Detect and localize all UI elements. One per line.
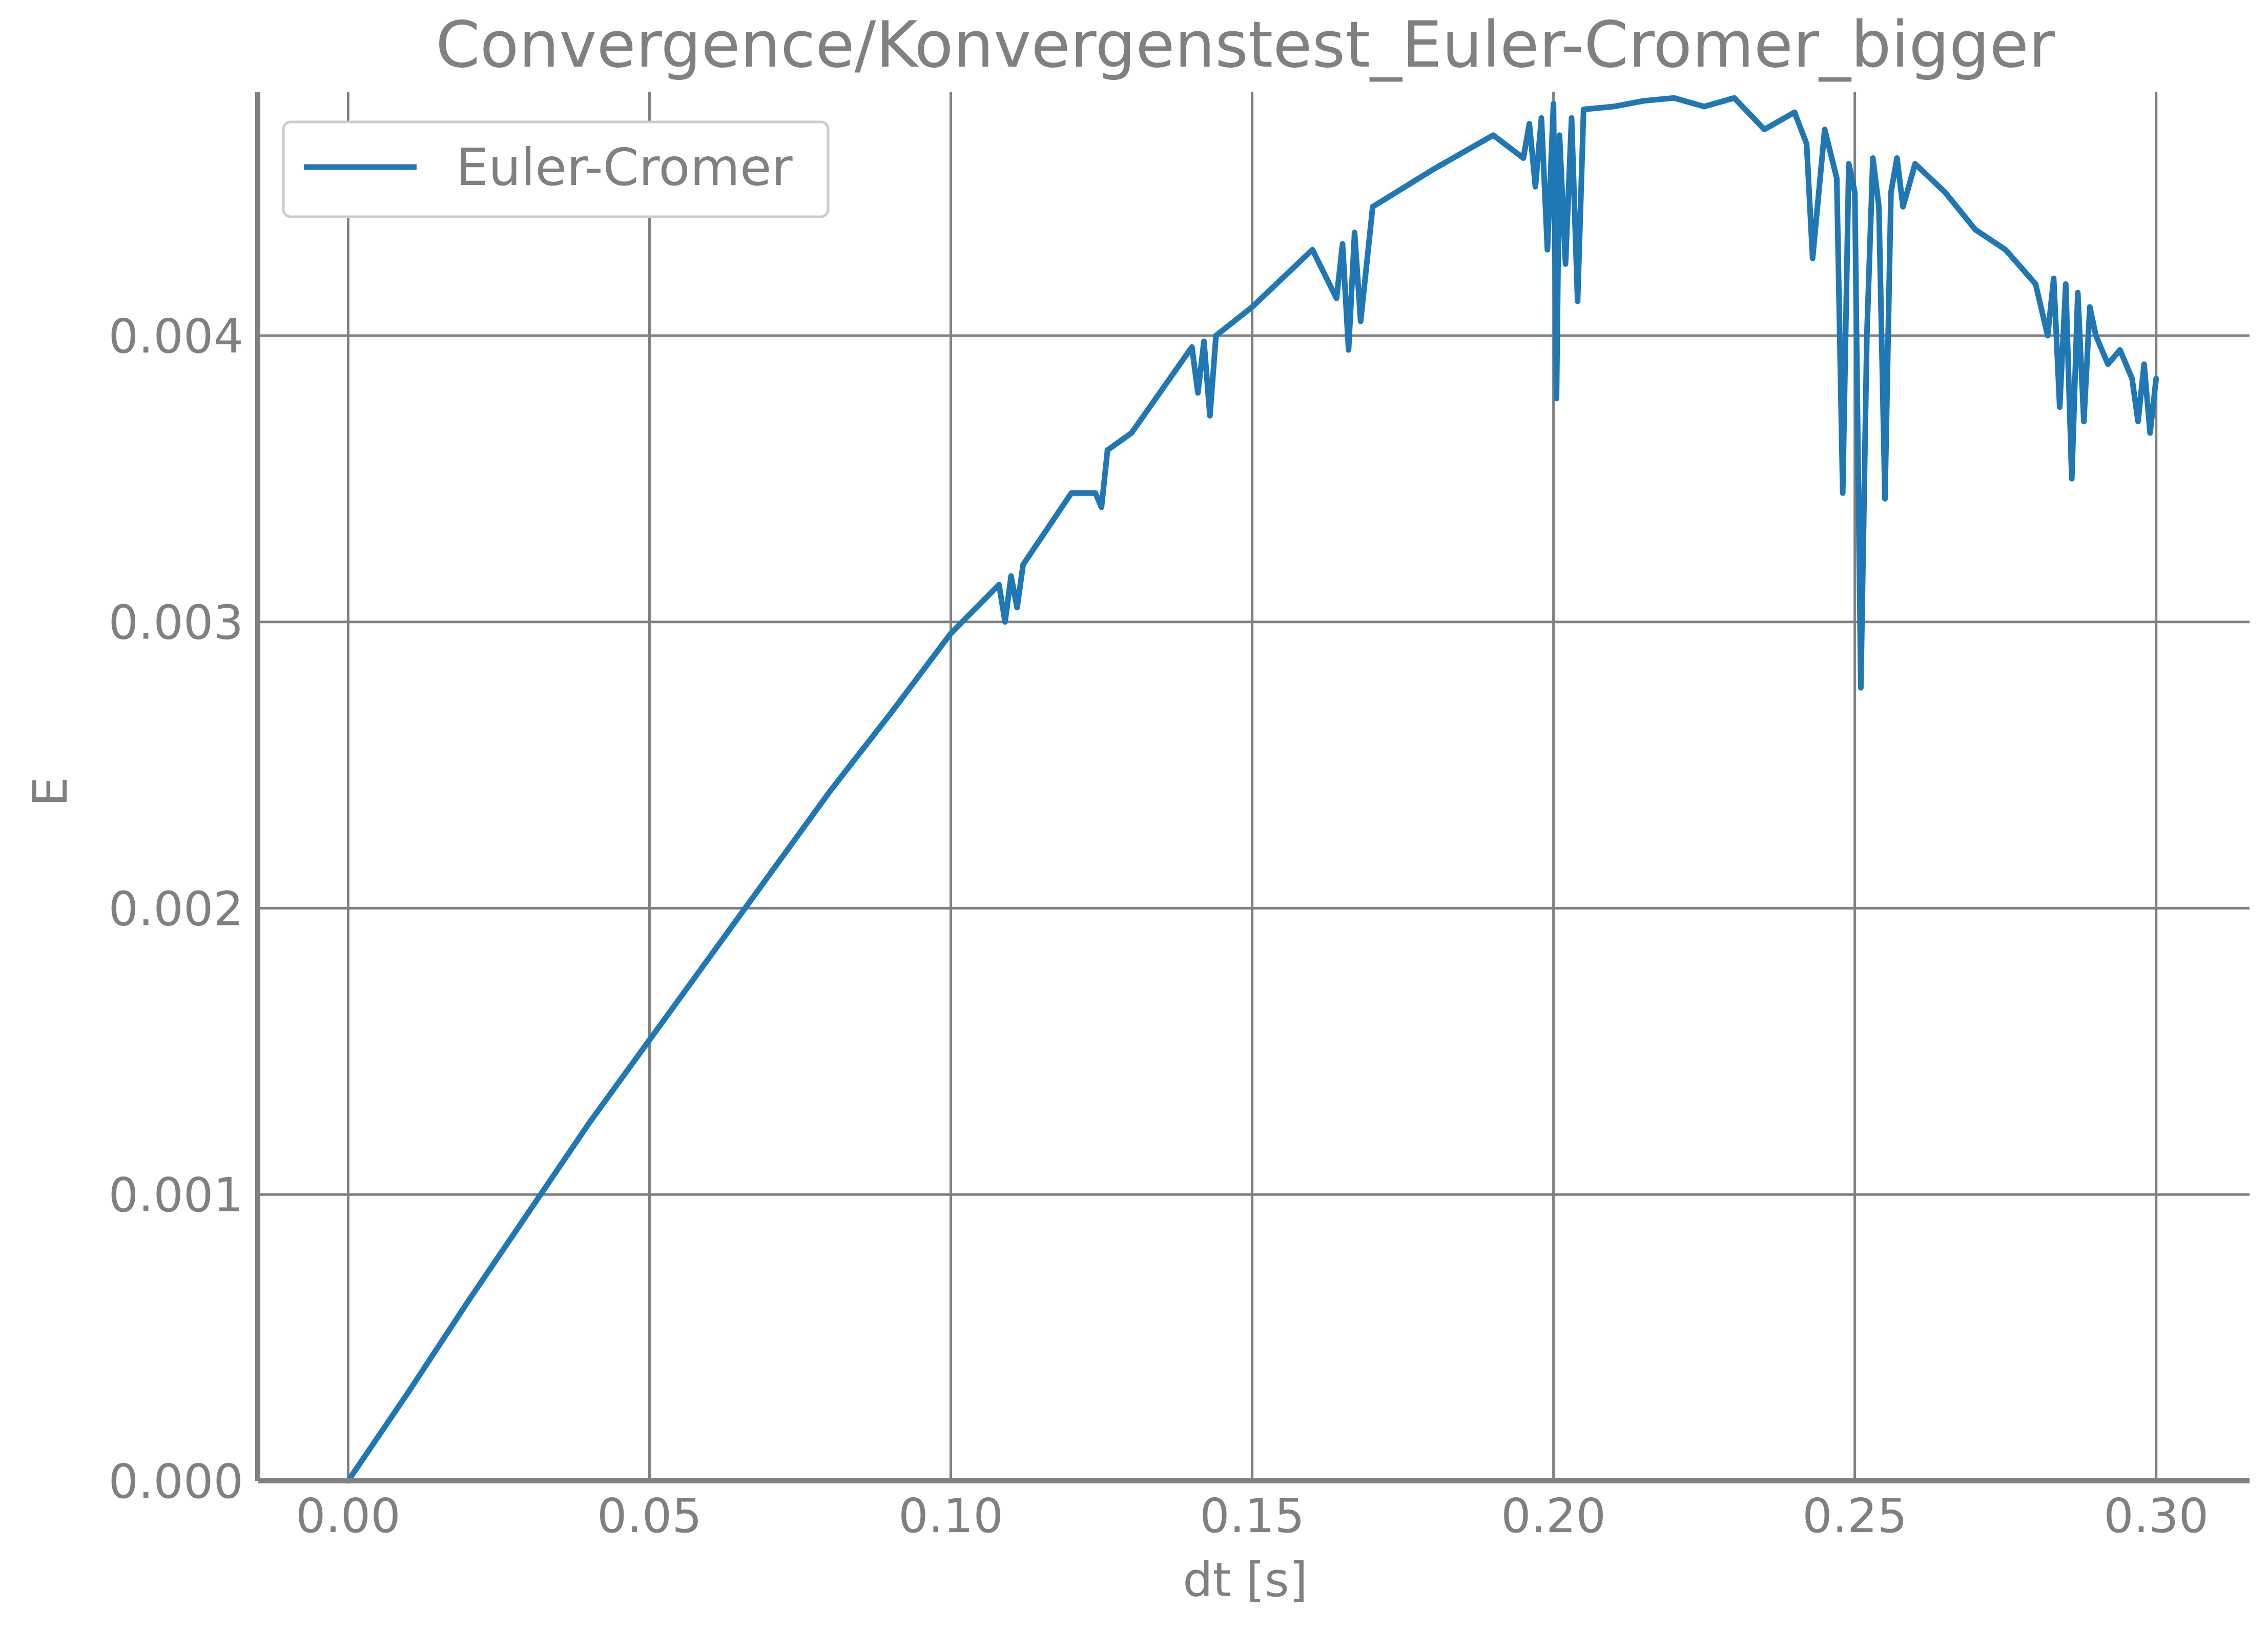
- x-tick-label: 0.25: [1802, 1489, 1907, 1543]
- series-layer: [345, 95, 2159, 1484]
- x-tick-labels: 0.00 0.05 0.10 0.15 0.20 0.25 0.30: [296, 1489, 2209, 1543]
- legend: Euler-Cromer: [282, 120, 830, 218]
- x-tick-label: 0.15: [1200, 1489, 1305, 1543]
- y-axis-label: E: [23, 777, 78, 807]
- legend-box: [282, 120, 830, 218]
- x-tick-label: 0.00: [296, 1489, 401, 1543]
- y-tick-label: 0.001: [109, 1168, 243, 1223]
- chart-title: Convergence/Konvergenstest_Euler-Cromer_…: [436, 8, 2055, 82]
- x-tick-label: 0.05: [597, 1489, 702, 1543]
- x-tick-label: 0.30: [2104, 1489, 2209, 1543]
- y-tick-label: 0.004: [109, 309, 243, 364]
- y-tick-labels: 0.000 0.001 0.002 0.003 0.004: [109, 309, 243, 1509]
- x-gridlines: [346, 92, 2158, 1481]
- series-line-euler-cromer: [345, 95, 2159, 1484]
- x-axis-label: dt [s]: [1183, 1553, 1307, 1607]
- y-tick-label: 0.002: [109, 881, 243, 936]
- legend-label-euler-cromer: Euler-Cromer: [456, 137, 793, 197]
- y-gridlines: [258, 334, 2250, 1196]
- x-tick-label: 0.10: [898, 1489, 1003, 1543]
- y-tick-label: 0.000: [109, 1454, 243, 1509]
- y-tick-label: 0.003: [109, 595, 243, 650]
- x-tick-label: 0.20: [1501, 1489, 1606, 1543]
